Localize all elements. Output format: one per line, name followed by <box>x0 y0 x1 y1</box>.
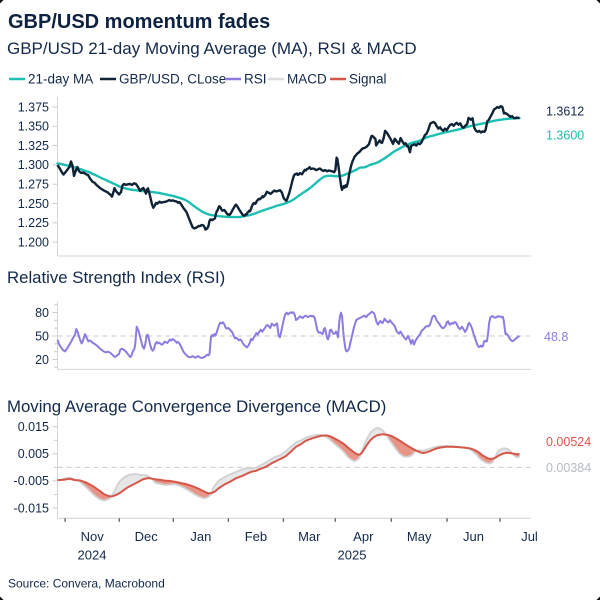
svg-text:Apr: Apr <box>353 529 374 544</box>
svg-text:MACD: MACD <box>287 72 327 87</box>
svg-text:0.015: 0.015 <box>18 420 49 434</box>
svg-text:1.250: 1.250 <box>18 197 49 211</box>
svg-text:1.350: 1.350 <box>18 120 49 134</box>
svg-text:Signal: Signal <box>349 72 387 87</box>
svg-text:GBP/USD momentum fades: GBP/USD momentum fades <box>8 11 270 33</box>
svg-text:Moving Average Convergence Div: Moving Average Convergence Divergence (M… <box>7 397 386 416</box>
svg-text:1.275: 1.275 <box>18 178 49 192</box>
svg-text:20: 20 <box>35 353 49 367</box>
svg-text:Jul: Jul <box>521 529 538 544</box>
svg-text:1.225: 1.225 <box>18 216 49 230</box>
svg-text:0.00384: 0.00384 <box>546 461 591 475</box>
svg-text:2025: 2025 <box>338 548 367 563</box>
svg-text:Relative Strength Index (RSI): Relative Strength Index (RSI) <box>7 268 225 287</box>
svg-text:Feb: Feb <box>245 529 267 544</box>
svg-text:0.00524: 0.00524 <box>546 435 591 449</box>
svg-text:1.325: 1.325 <box>18 139 49 153</box>
svg-text:Jun: Jun <box>463 529 484 544</box>
svg-text:1.3600: 1.3600 <box>546 129 584 143</box>
svg-text:-0.005: -0.005 <box>14 474 49 488</box>
svg-text:1.200: 1.200 <box>18 235 49 249</box>
svg-text:21-day MA: 21-day MA <box>28 72 93 87</box>
svg-text:50: 50 <box>35 329 49 343</box>
svg-text:1.3612: 1.3612 <box>546 105 584 119</box>
svg-text:Source: Convera, Macrobond: Source: Convera, Macrobond <box>8 577 165 591</box>
svg-text:1.375: 1.375 <box>18 100 49 114</box>
svg-text:Dec: Dec <box>135 529 159 544</box>
svg-text:1.300: 1.300 <box>18 158 49 172</box>
svg-text:GBP/USD 21-day Moving Average: GBP/USD 21-day Moving Average (MA), RSI … <box>7 39 417 58</box>
svg-text:Nov: Nov <box>81 529 105 544</box>
svg-text:May: May <box>407 529 432 544</box>
svg-text:48.8: 48.8 <box>544 330 568 344</box>
svg-text:GBP/USD, CLose: GBP/USD, CLose <box>119 72 226 87</box>
svg-text:RSI: RSI <box>244 72 267 87</box>
svg-text:Mar: Mar <box>298 529 321 544</box>
svg-text:Jan: Jan <box>190 529 211 544</box>
svg-text:-0.015: -0.015 <box>14 501 49 515</box>
svg-text:80: 80 <box>35 306 49 320</box>
svg-text:2024: 2024 <box>78 548 107 563</box>
svg-text:0.005: 0.005 <box>18 447 49 461</box>
